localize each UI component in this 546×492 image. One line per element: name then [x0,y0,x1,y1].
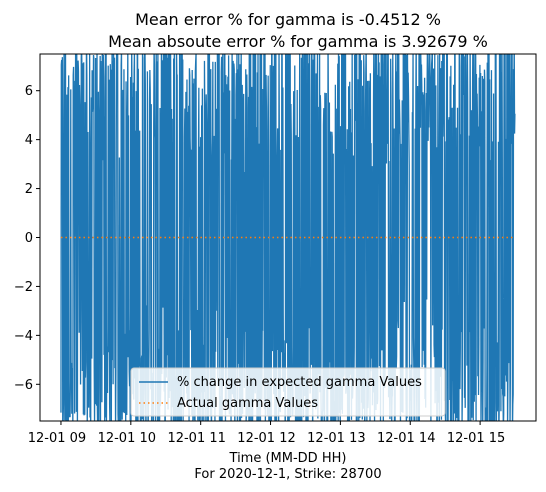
y-tick-label: −2 [14,280,33,295]
y-tick-label: 6 [25,84,33,99]
x-tick-label: 12-01 13 [307,431,365,446]
y-tick-label: 0 [25,231,33,246]
legend-label-actual: Actual gamma Values [177,396,318,411]
x-tick-label: 12-01 11 [167,431,225,446]
x-tick-label: 12-01 10 [98,431,156,446]
x-tick-label: 12-01 15 [447,431,505,446]
legend-box [130,367,446,417]
y-axis: −6 −4 −2 0 2 4 6 [14,84,40,393]
x-tick-label: 12-01 09 [28,431,86,446]
legend: % change in expected gamma Values Actual… [130,367,446,417]
y-tick-label: −4 [14,329,33,344]
chart-title-line1: Mean error % for gamma is -0.4512 % [135,10,441,29]
y-tick-label: −6 [14,378,33,393]
y-tick-label: 2 [25,182,33,197]
x-axis-sublabel: For 2020-12-1, Strike: 28700 [194,467,381,482]
x-axis: 12-01 09 12-01 10 12-01 11 12-01 12 12-01 13… [28,421,505,446]
x-axis-label: Time (MM-DD HH) [229,451,347,466]
legend-label-gamma-change: % change in expected gamma Values [177,375,422,390]
x-tick-label: 12-01 14 [377,431,435,446]
y-tick-label: 4 [25,133,33,148]
chart-title-line2: Mean absoute error % for gamma is 3.9267… [108,32,488,51]
x-tick-label: 12-01 12 [237,431,295,446]
